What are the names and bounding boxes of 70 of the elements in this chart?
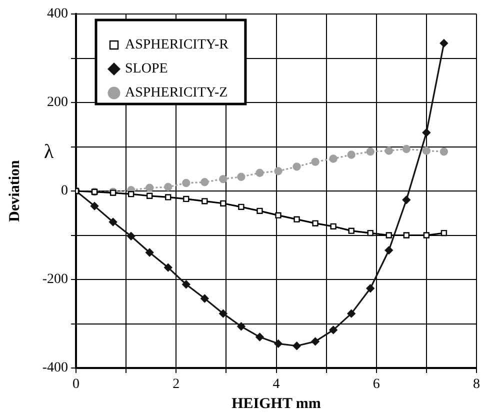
point [164, 182, 172, 192]
point [348, 228, 354, 234]
point [440, 39, 448, 48]
point [256, 168, 264, 177]
y-axis-title: Deviation [6, 160, 23, 222]
point [182, 178, 190, 188]
point [200, 178, 209, 186]
point [146, 192, 153, 199]
x-tick-label: 8 [473, 377, 480, 392]
x-tick-label: 0 [72, 377, 80, 392]
y-tick-label: 400 [47, 6, 68, 22]
x-axis-title: HEIGHT mm [232, 396, 322, 412]
point [422, 146, 431, 155]
x-tick-label: 2 [172, 377, 180, 392]
point [237, 172, 246, 181]
legend-label: ASPHERICITY-Z [125, 86, 228, 101]
point [311, 337, 320, 346]
x-tick-label: 6 [372, 377, 380, 392]
point [312, 220, 318, 226]
point [145, 248, 154, 257]
y-tick-label: 0 [61, 184, 68, 199]
point [384, 246, 393, 254]
point [219, 174, 228, 184]
point [238, 204, 244, 210]
point [422, 128, 431, 137]
y-tick-label: -400 [42, 360, 68, 376]
point [90, 202, 99, 210]
legend-label: ASPHERICITY-R [125, 38, 230, 53]
point [145, 184, 154, 192]
point [108, 218, 118, 226]
y-tick-label: -200 [42, 272, 68, 288]
point [440, 148, 448, 156]
point [183, 196, 190, 202]
point [329, 154, 338, 163]
y-tick-label: 200 [47, 95, 68, 110]
point [237, 322, 246, 331]
point [402, 196, 411, 204]
point [274, 340, 282, 348]
point [423, 232, 430, 238]
point [128, 191, 134, 198]
legend-label: SLOPE [125, 62, 168, 77]
point [292, 342, 301, 350]
point [292, 162, 301, 171]
point [403, 232, 410, 238]
point [274, 166, 282, 176]
point [330, 223, 336, 230]
point [347, 150, 356, 159]
point [347, 309, 356, 318]
point [256, 332, 264, 342]
point [219, 309, 228, 318]
point [329, 326, 338, 334]
point [440, 230, 448, 236]
x-tick-label: 4 [272, 377, 280, 392]
point [182, 280, 190, 288]
point [294, 216, 300, 222]
point [164, 263, 172, 272]
point [202, 198, 208, 204]
text: λ [44, 141, 54, 164]
point [275, 212, 282, 218]
point [366, 148, 374, 156]
point [384, 146, 393, 155]
point [367, 230, 374, 236]
point [126, 232, 136, 240]
point [200, 294, 209, 303]
point [165, 194, 172, 200]
point [366, 284, 374, 292]
point [311, 158, 320, 166]
point [256, 208, 263, 214]
point [386, 232, 392, 238]
point [402, 144, 411, 154]
